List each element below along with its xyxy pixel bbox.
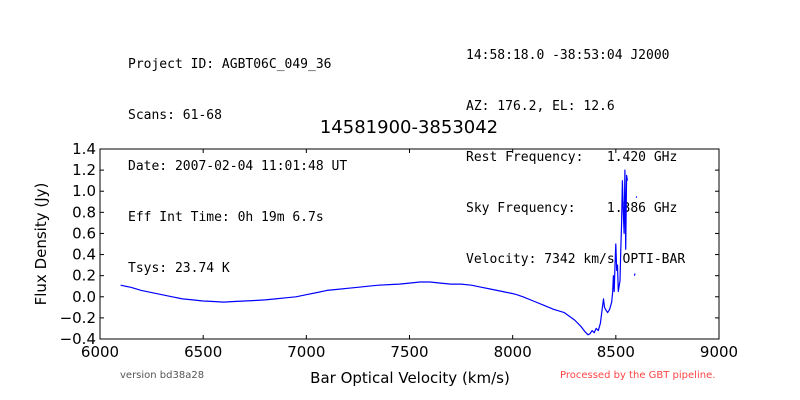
x-tick-label: 7500 [390,343,428,361]
x-tick-label: 8000 [494,343,532,361]
tsys-text: Tsys: 23.74 K [128,261,230,276]
y-tick-label: 1.2 [72,161,96,179]
velocity-text: Velocity: 7342 km/s OPTI-BAR [466,252,686,267]
x-tick-label: 6000 [81,343,119,361]
x-axis-label: Bar Optical Velocity (km/s) [310,369,510,387]
observation-info-left: Project ID: AGBT06C_049_36 Scans: 61-68 … [128,22,347,294]
spectrum-line-segment [635,196,638,198]
project-id-text: Project ID: AGBT06C_049_36 [128,57,332,72]
coordinates-text: 14:58:18.0 -38:53:04 J2000 [466,48,670,63]
integration-time-text: Eff Int Time: 0h 19m 6.7s [128,210,324,225]
spectrum-line-segment [633,273,636,276]
y-tick-label: 1.0 [72,182,96,200]
chart-title: 14581900-3853042 [320,117,498,138]
spectrum-line-segment [120,169,628,336]
y-tick-label: −0.2 [60,309,96,327]
y-tick-label: 0.2 [72,267,96,285]
scans-text: Scans: 61-68 [128,108,222,123]
y-tick-label: 1.4 [72,140,96,158]
y-tick-label: 0.4 [72,246,96,264]
y-tick-label: 0.0 [72,288,96,306]
az-el-text: AZ: 176.2, EL: 12.6 [466,99,615,114]
y-tick-label: 0.8 [72,203,96,221]
x-tick-label: 9000 [700,343,738,361]
processed-by-label: Processed by the GBT pipeline. [560,370,716,381]
y-tick-label: −0.4 [60,330,96,348]
x-tick-label: 8500 [597,343,635,361]
x-tick-label: 7000 [287,343,325,361]
date-text: Date: 2007-02-04 11:01:48 UT [128,159,348,174]
x-tick-label: 6500 [184,343,222,361]
rest-frequency-text: Rest Frequency: 1.420 GHz [466,150,678,165]
y-axis-label: Flux Density (Jy) [32,183,50,306]
plot-area: 6000 6500 7000 7500 8000 8500 9000 −0.4 −0.2 0.0 0… [60,140,739,361]
version-label: version bd38a28 [120,370,205,381]
y-tick-label: 0.6 [72,224,96,242]
